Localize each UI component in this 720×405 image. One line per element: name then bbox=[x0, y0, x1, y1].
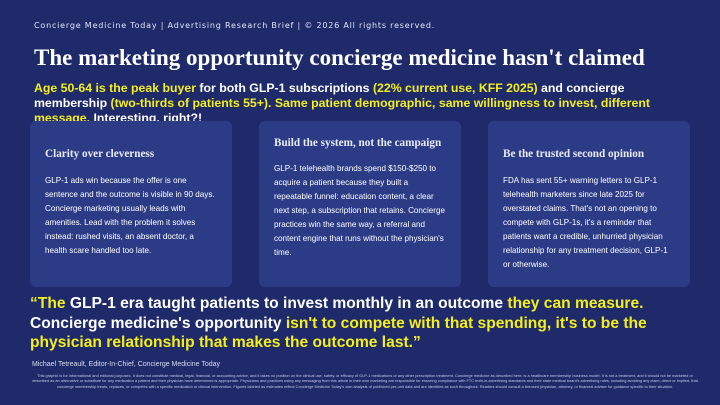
lede-text: and concierge membership bbox=[34, 81, 625, 110]
quote-part: “The bbox=[30, 295, 70, 312]
card-body: GLP-1 telehealth brands spend $150-$250 … bbox=[274, 164, 445, 257]
card-body: GLP-1 ads win because the offer is one s… bbox=[45, 176, 215, 255]
insight-cards: Clarity over cleverness GLP-1 ads win be… bbox=[30, 121, 690, 287]
legal-disclaimer: This graphic is for informational and ed… bbox=[32, 373, 698, 389]
lede-highlight-age: Age 50-64 is the peak buyer bbox=[34, 81, 196, 95]
card-second-opinion: Be the trusted second opinion FDA has se… bbox=[488, 121, 690, 287]
card-build-system: Build the system, not the campaign GLP-1… bbox=[259, 121, 461, 287]
pull-quote: “The GLP-1 era taught patients to invest… bbox=[30, 294, 702, 353]
card-title: Clarity over cleverness bbox=[45, 148, 155, 160]
lede-text: for both GLP-1 subscriptions bbox=[195, 81, 373, 95]
header-meta: Concierge Medicine Today | Advertising R… bbox=[34, 21, 436, 30]
card-clarity: Clarity over cleverness GLP-1 ads win be… bbox=[30, 121, 232, 287]
quote-part: isn't to compete with that spending, it'… bbox=[30, 314, 647, 352]
card-title: Be the trusted second opinion bbox=[503, 148, 645, 160]
lede-highlight-stat: (22% current use, KFF 2025) bbox=[372, 81, 538, 95]
page-title: The marketing opportunity concierge medi… bbox=[34, 45, 645, 70]
quote-part: they can measure. bbox=[503, 295, 644, 312]
lede-paragraph: Age 50-64 is the peak buyer for both GLP… bbox=[34, 81, 694, 126]
quote-highlight: GLP-1 era taught patients to invest mont… bbox=[69, 295, 504, 312]
card-title: Build the system, not the campaign bbox=[274, 137, 442, 149]
card-body: FDA has sent 55+ warning letters to GLP-… bbox=[503, 176, 668, 269]
quote-highlight: Concierge medicine's opportunity bbox=[30, 314, 282, 332]
quote-attribution: Michael Tetreault, Editor-In-Chief, Conc… bbox=[32, 361, 221, 368]
